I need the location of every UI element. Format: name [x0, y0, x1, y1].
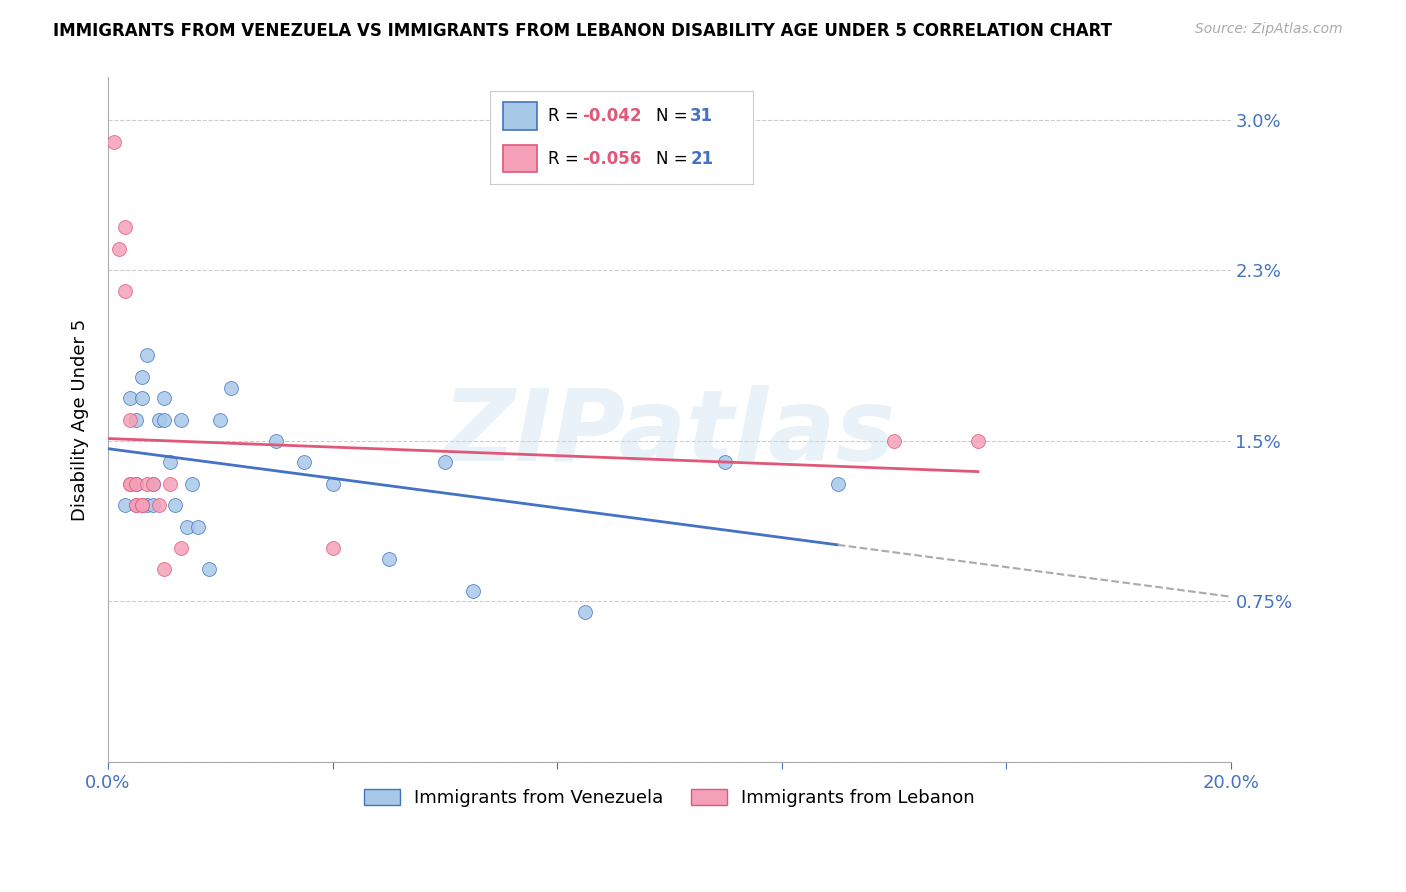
Point [159, 476, 181, 491]
Point [125, 476, 148, 491]
Point [321, 476, 343, 491]
Point [108, 242, 131, 256]
Point [209, 412, 232, 426]
Point [967, 434, 990, 448]
Point [136, 498, 159, 512]
Point [114, 220, 136, 235]
Point [125, 412, 148, 426]
Point [883, 434, 905, 448]
Point [136, 476, 159, 491]
Point [125, 476, 148, 491]
Point [294, 455, 316, 469]
Point [159, 455, 181, 469]
Point [461, 583, 484, 598]
Point [125, 498, 148, 512]
Point [120, 476, 142, 491]
Point [181, 476, 204, 491]
Point [221, 380, 243, 394]
Point [827, 476, 849, 491]
Point [148, 412, 170, 426]
Legend: Immigrants from Venezuela, Immigrants from Lebanon: Immigrants from Venezuela, Immigrants fr… [357, 781, 981, 814]
Point [120, 391, 142, 405]
Point [148, 498, 170, 512]
Text: Source: ZipAtlas.com: Source: ZipAtlas.com [1195, 22, 1343, 37]
Point [153, 562, 176, 576]
Point [714, 455, 737, 469]
Point [142, 476, 165, 491]
Point [266, 434, 288, 448]
Point [114, 285, 136, 299]
Point [131, 369, 153, 384]
Point [574, 605, 596, 619]
Point [198, 562, 221, 576]
Point [142, 498, 165, 512]
Point [136, 348, 159, 362]
Point [131, 498, 153, 512]
Point [433, 455, 456, 469]
Text: IMMIGRANTS FROM VENEZUELA VS IMMIGRANTS FROM LEBANON DISABILITY AGE UNDER 5 CORR: IMMIGRANTS FROM VENEZUELA VS IMMIGRANTS … [53, 22, 1112, 40]
Point [131, 498, 153, 512]
Point [170, 541, 193, 555]
Point [170, 412, 193, 426]
Point [125, 498, 148, 512]
Point [153, 412, 176, 426]
Y-axis label: Disability Age Under 5: Disability Age Under 5 [72, 318, 89, 521]
Point [142, 476, 165, 491]
Point [131, 391, 153, 405]
Text: ZIPatlas: ZIPatlas [443, 384, 896, 482]
Point [176, 519, 198, 533]
Point [120, 412, 142, 426]
Point [103, 135, 125, 149]
Point [321, 541, 343, 555]
Point [165, 498, 187, 512]
Point [153, 391, 176, 405]
Point [377, 551, 399, 566]
Point [187, 519, 209, 533]
Point [120, 476, 142, 491]
Point [114, 498, 136, 512]
